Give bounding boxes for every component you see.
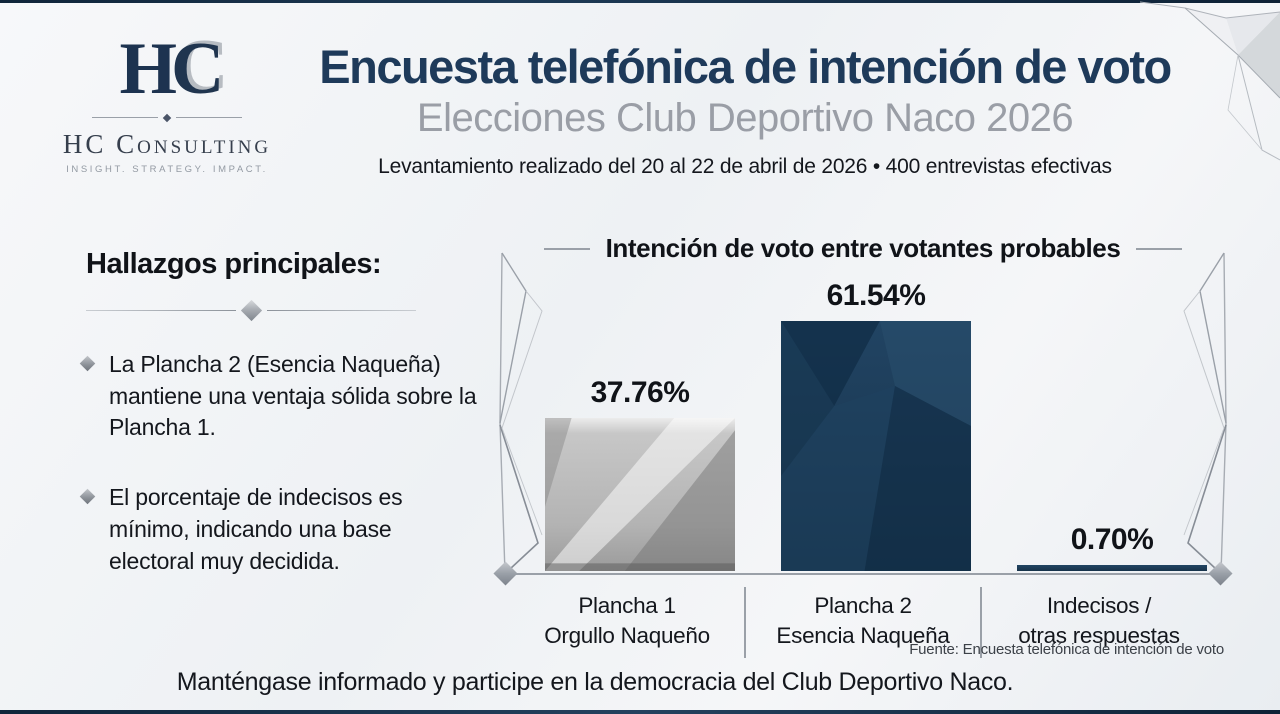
right-frame-ornament	[1183, 252, 1227, 574]
footer-message: Manténgase informado y participe en la d…	[176, 668, 1014, 696]
chart-baseline-axis	[493, 561, 1233, 586]
headline-block: Encuesta telefónica de intención de voto…	[270, 40, 1220, 179]
page-title: Encuesta telefónica de intención de voto	[319, 40, 1172, 93]
geometric-corner-decoration	[1139, 1, 1280, 161]
category-plancha-2: Plancha 2 Esencia Naqueña	[744, 587, 980, 659]
brand-logo: HC HC Consulting INSIGHT. STRATEGY. IMPA…	[42, 32, 292, 176]
footer: Manténgase informado y participe en la d…	[0, 668, 1190, 697]
logo-divider	[92, 113, 242, 123]
hc-monogram: HC	[42, 32, 292, 106]
bar-plancha-2	[781, 321, 971, 571]
bar-indecisos	[1017, 565, 1207, 571]
left-frame-ornament	[499, 252, 543, 574]
diamond-icon	[240, 299, 262, 321]
category-indecisos: Indecisos / otras respuestas	[980, 587, 1216, 659]
brand-tagline: INSIGHT. STRATEGY. IMPACT.	[66, 164, 268, 176]
bar-group-indecisos: 0.70%	[1017, 523, 1207, 571]
finding-text: La Plancha 2 (Esencia Naqueña) mantiene …	[109, 351, 477, 441]
category-plancha-1: Plancha 1 Orgullo Naqueño	[544, 593, 710, 648]
bar-value-label: 61.54%	[826, 279, 926, 312]
bar-plancha-1	[545, 418, 735, 571]
bar-value-label: 37.76%	[590, 376, 690, 409]
chart-source-note: Fuente: Encuesta telefónica de intención…	[909, 641, 1224, 658]
diamond-bullet-icon	[79, 355, 96, 372]
bar-group-plancha-1: 37.76%	[545, 376, 735, 571]
bottom-accent-bar	[0, 710, 1280, 714]
bar-group-plancha-2: 61.54%	[781, 279, 971, 571]
finding-text: El porcentaje de indecisos es mínimo, in…	[109, 484, 403, 574]
methodology-line: Levantamiento realizado del 20 al 22 de …	[378, 154, 1112, 178]
finding-item: El porcentaje de indecisos es mínimo, in…	[79, 482, 481, 577]
vote-intention-bar-chart: Intención de voto entre votantes probabl…	[493, 233, 1233, 659]
finding-item: La Plancha 2 (Esencia Naqueña) mantiene …	[79, 349, 481, 444]
findings-divider	[86, 299, 416, 321]
brand-name: HC Consulting	[62, 129, 272, 160]
plot-area: 37.76% 61.54%	[500, 233, 1226, 657]
bar-value-label: 0.70%	[1070, 523, 1154, 556]
category-axis-labels: Plancha 1 Orgullo Naqueño Plancha 2 Esen…	[510, 587, 1216, 659]
page-subtitle: Elecciones Club Deportivo Naco 2026	[416, 95, 1074, 140]
top-accent-bar	[0, 0, 1280, 3]
monogram-letter-h: H	[119, 28, 176, 110]
key-findings-panel: Hallazgos principales: La Plancha 2 (Ese…	[79, 248, 481, 615]
findings-heading: Hallazgos principales:	[86, 248, 382, 280]
diamond-dot-icon	[162, 113, 172, 123]
diamond-bullet-icon	[79, 488, 96, 505]
chart-title: Intención de voto entre votantes probabl…	[605, 233, 1121, 263]
chart-title-row: Intención de voto entre votantes probabl…	[500, 233, 1226, 264]
monogram-letter-c: C	[171, 28, 225, 110]
